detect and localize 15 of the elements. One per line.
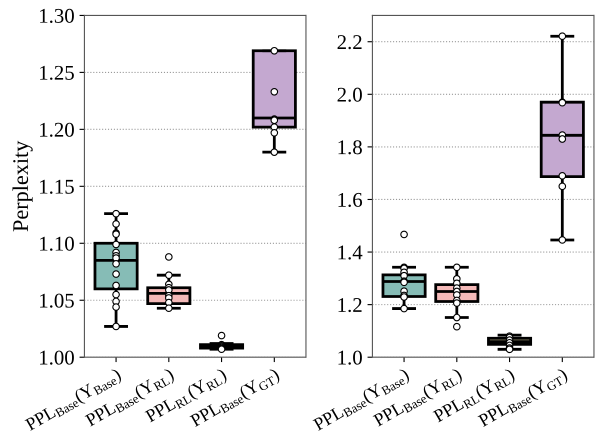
y-tick-label: 1.8	[338, 140, 362, 154]
y-tick-label: 1.6	[338, 192, 362, 207]
y-tick-label: 1.0	[338, 350, 362, 365]
y-tick-label: 1.15	[40, 180, 74, 194]
y-tick-label: 1.2	[338, 298, 362, 312]
y-tick-label: 2.2	[338, 35, 362, 50]
y-tick-label: 1.10	[40, 236, 74, 251]
y-tick-label: 1.4	[338, 246, 362, 260]
y-tick-label: 1.25	[40, 66, 74, 80]
y-tick-label: 1.20	[40, 122, 74, 137]
y-axis-title: Perplexity	[12, 140, 33, 232]
y-tick-label: 1.00	[40, 350, 74, 365]
y-tick-label: 1.30	[40, 8, 74, 23]
y-tick-label: 1.05	[40, 294, 74, 308]
y-tick-label: 2.0	[338, 88, 362, 102]
